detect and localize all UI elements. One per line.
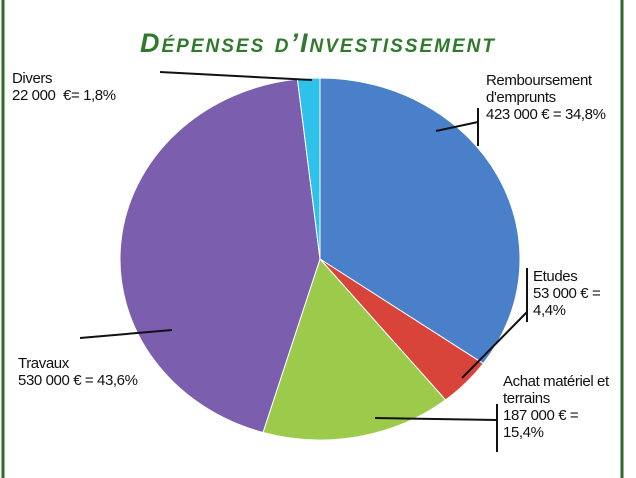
leader-line (435, 121, 479, 132)
value-label: 187 000 € = 15,4% (503, 407, 579, 441)
leader-line (159, 71, 313, 81)
chart-title: Dépenses d’Investissement (140, 28, 496, 58)
category-label: Remboursement d'emprunts (486, 72, 592, 106)
category-label: Travaux (18, 355, 69, 372)
pie-slice (319, 77, 521, 365)
value-label: 423 000 € = 34,8% (486, 106, 606, 123)
slice-label: Divers 22 000 €= 1,8% (12, 70, 162, 104)
slice-label: Remboursement d'emprunts 423 000 € = 34,8… (486, 72, 616, 123)
value-label: 53 000 € = 4,4% (533, 285, 601, 319)
slice-label: Etudes 53 000 € = 4,4% (533, 268, 621, 319)
category-label: Achat matériel et terrains (503, 373, 609, 407)
leader-line (461, 311, 528, 379)
leader-line (79, 329, 173, 339)
pie-slice (262, 258, 447, 441)
leader-line (374, 417, 498, 421)
category-label: Divers (12, 70, 53, 87)
pie (119, 77, 521, 441)
slice-label: Travaux 530 000 € = 43,6% (18, 355, 188, 389)
category-label: Etudes (533, 268, 578, 285)
leaders (79, 71, 528, 452)
slice-label: Achat matériel et terrains 187 000 € = 15… (503, 373, 621, 441)
value-label: 530 000 € = 43,6% (18, 372, 138, 389)
value-label: 22 000 €= 1,8% (12, 87, 116, 104)
pie-slice (119, 78, 321, 434)
